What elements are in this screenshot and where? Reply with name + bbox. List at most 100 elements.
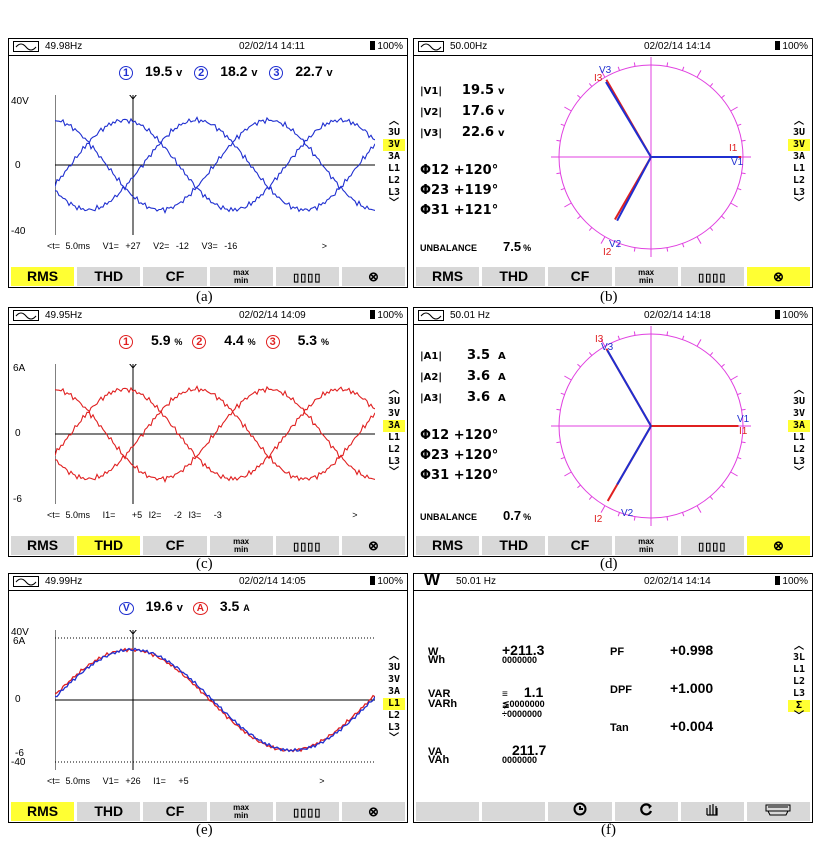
menu-item-3v[interactable]: 3V [387, 674, 401, 685]
menu-item-l3[interactable]: L3 [387, 456, 401, 467]
frequency: 50.01 Hz [450, 310, 491, 321]
menu-item-3v[interactable]: 3V [383, 139, 405, 151]
menu-item-3u[interactable]: 3U [387, 662, 401, 673]
sine-wave-icon [13, 41, 39, 52]
cf-button[interactable]: CF [143, 536, 207, 555]
menu-item-3v[interactable]: 3V [792, 408, 806, 419]
max-min-button[interactable]: max min [209, 536, 273, 555]
harmonics-button[interactable]: ▯▯▯▯ [275, 802, 339, 821]
menu-down-icon[interactable]: ﹀ [794, 198, 804, 209]
menu-up-icon[interactable]: ︿ [389, 651, 399, 662]
menu-item-l3[interactable]: L3 [387, 187, 401, 198]
menu-item-3v[interactable]: 3V [387, 408, 401, 419]
menu-item-3v[interactable]: 3V [788, 139, 810, 151]
rms-button[interactable]: RMS [416, 536, 480, 555]
menu-item-l2[interactable]: L2 [387, 710, 401, 721]
menu-down-icon[interactable]: ﹀ [794, 467, 804, 478]
cursor-marker-icon[interactable] [129, 95, 137, 100]
menu-item-l1[interactable]: L1 [383, 698, 405, 710]
vector-button[interactable]: ⊗ [341, 267, 406, 286]
menu-item-σ[interactable]: Σ [788, 700, 810, 712]
harmonics-button[interactable]: ▯▯▯▯ [680, 536, 744, 555]
cursor-right-arrow[interactable]: > [352, 510, 358, 520]
cursor-right-arrow[interactable]: > [319, 776, 325, 786]
harmonics-button[interactable]: ▯▯▯▯ [680, 267, 744, 286]
blank-button-1[interactable] [416, 802, 480, 821]
menu-item-3l[interactable]: 3L [792, 652, 806, 663]
thd-button[interactable]: THD [77, 536, 141, 555]
rms-button[interactable]: RMS [416, 267, 480, 286]
channel-3-icon: 3 [269, 66, 284, 80]
menu-down-icon[interactable]: ﹀ [389, 198, 399, 209]
menu-item-3a[interactable]: 3A [792, 151, 806, 162]
menu-item-3a[interactable]: 3A [788, 420, 810, 432]
menu-item-l2[interactable]: L2 [792, 676, 806, 687]
menu-up-icon[interactable]: ︿ [389, 385, 399, 396]
menu-item-l1[interactable]: L1 [792, 163, 806, 174]
menu-item-3u[interactable]: 3U [792, 127, 806, 138]
menu-item-3a[interactable]: 3A [387, 151, 401, 162]
vector-v2 [616, 156, 652, 222]
start-energy-button[interactable] [614, 802, 678, 821]
menu-item-l2[interactable]: L2 [387, 444, 401, 455]
vector-button[interactable]: ⊗ [341, 536, 406, 555]
menu-down-icon[interactable]: ﹀ [389, 733, 399, 744]
menu-down-icon[interactable]: ﹀ [794, 711, 804, 722]
reset-energy-button[interactable] [548, 802, 612, 821]
cursor-left-arrow[interactable]: <t= [47, 241, 61, 251]
cf-button[interactable]: CF [143, 267, 207, 286]
cursor-marker-icon[interactable] [129, 364, 137, 369]
tick [617, 335, 621, 340]
rms-button[interactable]: RMS [11, 267, 75, 286]
menu-item-l3[interactable]: L3 [792, 688, 806, 699]
max-min-button[interactable]: max min [209, 802, 273, 821]
y-axis-top-label-v: 40V [11, 627, 29, 638]
menu-item-l2[interactable]: L2 [792, 444, 806, 455]
menu-item-l1[interactable]: L1 [387, 163, 401, 174]
cf-button[interactable]: CF [143, 802, 207, 821]
menu-item-3u[interactable]: 3U [792, 396, 806, 407]
cursor-marker-icon[interactable] [129, 630, 137, 635]
cf-button[interactable]: CF [548, 536, 612, 555]
vector-button[interactable]: ⊗ [746, 267, 811, 286]
menu-up-icon[interactable]: ︿ [794, 385, 804, 396]
harmonics-button[interactable]: ▯▯▯▯ [275, 536, 339, 555]
cursor-left-arrow[interactable]: <t= [47, 510, 61, 520]
menu-item-3u[interactable]: 3U [387, 127, 401, 138]
menu-item-l1[interactable]: L1 [792, 664, 806, 675]
thd-button[interactable]: THD [77, 267, 141, 286]
menu-up-icon[interactable]: ︿ [794, 641, 804, 652]
thd-button[interactable]: THD [482, 536, 546, 555]
menu-down-icon[interactable]: ﹀ [389, 467, 399, 478]
menu-item-l3[interactable]: L3 [387, 722, 401, 733]
vector-button[interactable]: ⊗ [341, 802, 406, 821]
harmonics-button[interactable]: ▯▯▯▯ [275, 267, 339, 286]
menu-item-l1[interactable]: L1 [387, 432, 401, 443]
max-min-button[interactable]: max min [209, 267, 273, 286]
menu-item-l3[interactable]: L3 [792, 187, 806, 198]
menu-item-l2[interactable]: L2 [792, 175, 806, 186]
panel-c-waveform-current: 49.95Hz 02/02/14 14:09 100% 1 5.9 % 2 4.… [8, 307, 408, 557]
menu-item-l3[interactable]: L3 [792, 456, 806, 467]
vector-button[interactable]: ⊗ [746, 536, 811, 555]
menu-item-l1[interactable]: L1 [792, 432, 806, 443]
max-min-button[interactable]: max min [614, 267, 678, 286]
blank-button-2[interactable] [482, 802, 546, 821]
y-axis-zero-label: 0 [15, 428, 21, 439]
menu-item-l2[interactable]: L2 [387, 175, 401, 186]
cursor-right-arrow[interactable]: > [321, 241, 328, 251]
cursor-left-arrow[interactable]: <t= [47, 776, 61, 786]
menu-up-icon[interactable]: ︿ [794, 116, 804, 127]
menu-item-3a[interactable]: 3A [387, 686, 401, 697]
rms-button[interactable]: RMS [11, 802, 75, 821]
print-button[interactable] [746, 802, 811, 821]
menu-up-icon[interactable]: ︿ [389, 116, 399, 127]
rms-button[interactable]: RMS [11, 536, 75, 555]
menu-item-3a[interactable]: 3A [383, 420, 405, 432]
thd-button[interactable]: THD [482, 267, 546, 286]
hold-button[interactable] [680, 802, 744, 821]
thd-button[interactable]: THD [77, 802, 141, 821]
max-min-button[interactable]: max min [614, 536, 678, 555]
cf-button[interactable]: CF [548, 267, 612, 286]
menu-item-3u[interactable]: 3U [387, 396, 401, 407]
